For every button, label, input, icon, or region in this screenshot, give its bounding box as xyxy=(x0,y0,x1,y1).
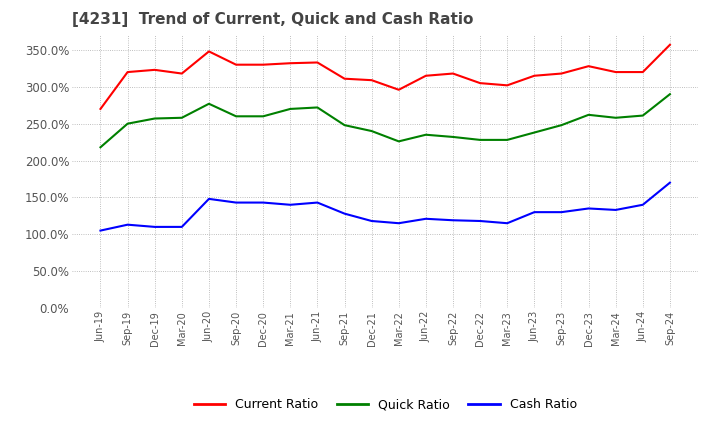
Quick Ratio xyxy=(395,139,403,144)
Quick Ratio xyxy=(232,114,240,119)
Cash Ratio xyxy=(476,218,485,224)
Current Ratio xyxy=(178,71,186,76)
Quick Ratio xyxy=(530,130,539,135)
Quick Ratio xyxy=(611,115,620,121)
Cash Ratio xyxy=(341,211,349,216)
Quick Ratio xyxy=(123,121,132,126)
Current Ratio xyxy=(286,61,294,66)
Text: [4231]  Trend of Current, Quick and Cash Ratio: [4231] Trend of Current, Quick and Cash … xyxy=(72,12,473,27)
Current Ratio xyxy=(449,71,457,76)
Quick Ratio xyxy=(584,112,593,117)
Cash Ratio xyxy=(530,209,539,215)
Quick Ratio xyxy=(665,92,674,97)
Quick Ratio xyxy=(313,105,322,110)
Current Ratio xyxy=(123,70,132,75)
Current Ratio xyxy=(557,71,566,76)
Current Ratio xyxy=(232,62,240,67)
Cash Ratio xyxy=(150,224,159,230)
Quick Ratio xyxy=(639,113,647,118)
Quick Ratio xyxy=(259,114,268,119)
Current Ratio xyxy=(503,83,511,88)
Cash Ratio xyxy=(123,222,132,227)
Current Ratio xyxy=(395,87,403,92)
Cash Ratio xyxy=(421,216,430,221)
Current Ratio xyxy=(150,67,159,73)
Current Ratio xyxy=(611,70,620,75)
Cash Ratio xyxy=(639,202,647,207)
Current Ratio xyxy=(96,106,105,112)
Current Ratio xyxy=(259,62,268,67)
Quick Ratio xyxy=(178,115,186,121)
Cash Ratio xyxy=(503,220,511,226)
Cash Ratio xyxy=(449,218,457,223)
Cash Ratio xyxy=(178,224,186,230)
Line: Current Ratio: Current Ratio xyxy=(101,45,670,109)
Cash Ratio xyxy=(584,206,593,211)
Quick Ratio xyxy=(341,122,349,128)
Quick Ratio xyxy=(503,137,511,143)
Quick Ratio xyxy=(96,145,105,150)
Quick Ratio xyxy=(367,128,376,134)
Current Ratio xyxy=(639,70,647,75)
Legend: Current Ratio, Quick Ratio, Cash Ratio: Current Ratio, Quick Ratio, Cash Ratio xyxy=(189,393,582,416)
Current Ratio xyxy=(584,63,593,69)
Current Ratio xyxy=(421,73,430,78)
Current Ratio xyxy=(476,81,485,86)
Cash Ratio xyxy=(286,202,294,207)
Cash Ratio xyxy=(611,207,620,213)
Cash Ratio xyxy=(557,209,566,215)
Current Ratio xyxy=(530,73,539,78)
Quick Ratio xyxy=(557,122,566,128)
Quick Ratio xyxy=(204,101,213,106)
Current Ratio xyxy=(341,76,349,81)
Current Ratio xyxy=(313,60,322,65)
Line: Cash Ratio: Cash Ratio xyxy=(101,183,670,231)
Quick Ratio xyxy=(449,134,457,139)
Cash Ratio xyxy=(96,228,105,233)
Quick Ratio xyxy=(476,137,485,143)
Cash Ratio xyxy=(259,200,268,205)
Cash Ratio xyxy=(313,200,322,205)
Cash Ratio xyxy=(665,180,674,185)
Quick Ratio xyxy=(150,116,159,121)
Quick Ratio xyxy=(286,106,294,112)
Cash Ratio xyxy=(367,218,376,224)
Current Ratio xyxy=(367,77,376,83)
Line: Quick Ratio: Quick Ratio xyxy=(101,94,670,147)
Current Ratio xyxy=(665,42,674,48)
Cash Ratio xyxy=(395,220,403,226)
Current Ratio xyxy=(204,49,213,54)
Quick Ratio xyxy=(421,132,430,137)
Cash Ratio xyxy=(232,200,240,205)
Cash Ratio xyxy=(204,196,213,202)
